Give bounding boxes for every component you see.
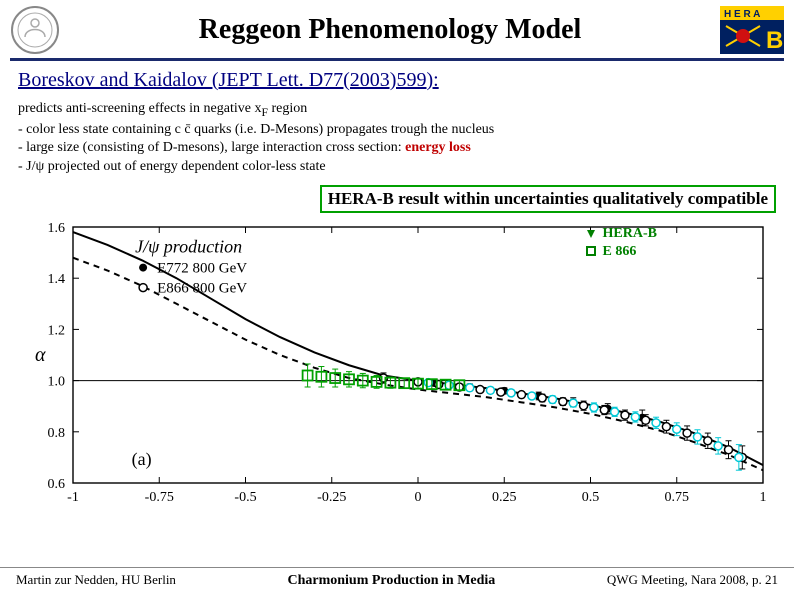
svg-text:-0.75: -0.75	[145, 490, 174, 505]
svg-text:0.8: 0.8	[48, 426, 66, 441]
footer-center: Charmonium Production in Media	[287, 573, 495, 589]
overlay-legend-row: E 866	[585, 243, 657, 261]
svg-text:-0.25: -0.25	[317, 490, 346, 505]
overlay-legend-label: HERA-B	[603, 225, 657, 243]
title-rule	[10, 58, 784, 61]
chart: -1 -0.75 -0.5 -0.25 0 0.25 0.5 0.75 1 0.6 0.8 1.0 1.…	[17, 217, 777, 517]
svg-text:E772 800 GeV: E772 800 GeV	[157, 261, 247, 277]
triangle-down-icon	[585, 228, 597, 240]
svg-text:(a): (a)	[132, 449, 152, 470]
svg-text:0.5: 0.5	[582, 490, 600, 505]
svg-text:H E R A: H E R A	[724, 9, 760, 20]
body-line-2: - color less state containing c c̄ quark…	[18, 121, 776, 140]
svg-text:-1: -1	[67, 490, 79, 505]
svg-text:0.6: 0.6	[48, 477, 66, 492]
subtitle: Boreskov and Kaidalov (JEPT Lett. D77(20…	[0, 67, 794, 100]
svg-text:0: 0	[415, 490, 422, 505]
callout-box: HERA-B result within uncertainties quali…	[320, 185, 776, 213]
svg-text:α: α	[35, 344, 46, 366]
svg-text:1.4: 1.4	[48, 272, 66, 287]
svg-text:1: 1	[760, 490, 767, 505]
body-line-1: predicts anti-screening effects in negat…	[18, 100, 776, 121]
svg-text:J/ψ production: J/ψ production	[135, 237, 242, 257]
body-line-4: - J/ψ projected out of energy dependent …	[18, 158, 776, 177]
body-line-3: - large size (consisting of D-mesons), l…	[18, 139, 776, 158]
svg-text:B: B	[766, 27, 783, 54]
svg-text:1.2: 1.2	[48, 324, 66, 339]
title-bar: Reggeon Phenomenology Model H E R A B	[0, 0, 794, 56]
page-title: Reggeon Phenomenology Model	[60, 14, 720, 46]
footer: Martin zur Nedden, HU Berlin Charmonium …	[0, 567, 794, 595]
svg-text:0.25: 0.25	[492, 490, 517, 505]
body-text: predicts anti-screening effects in negat…	[0, 100, 794, 183]
footer-right: QWG Meeting, Nara 2008, p. 21	[607, 572, 778, 588]
open-square-icon	[585, 245, 597, 257]
svg-text:1.6: 1.6	[48, 221, 66, 236]
hera-b-logo-icon: H E R A B	[720, 6, 784, 54]
svg-text:-0.5: -0.5	[234, 490, 256, 505]
svg-text:E866 800 GeV: E866 800 GeV	[157, 281, 247, 297]
chart-svg: -1 -0.75 -0.5 -0.25 0 0.25 0.5 0.75 1 0.6 0.8 1.0 1.…	[17, 217, 777, 517]
overlay-legend-label: E 866	[603, 243, 637, 261]
overlay-legend: HERA-B E 866	[585, 225, 657, 260]
svg-text:1.0: 1.0	[48, 375, 66, 390]
hu-berlin-seal-icon	[10, 5, 60, 55]
overlay-legend-row: HERA-B	[585, 225, 657, 243]
svg-text:0.75: 0.75	[665, 490, 690, 505]
footer-left: Martin zur Nedden, HU Berlin	[16, 572, 176, 588]
